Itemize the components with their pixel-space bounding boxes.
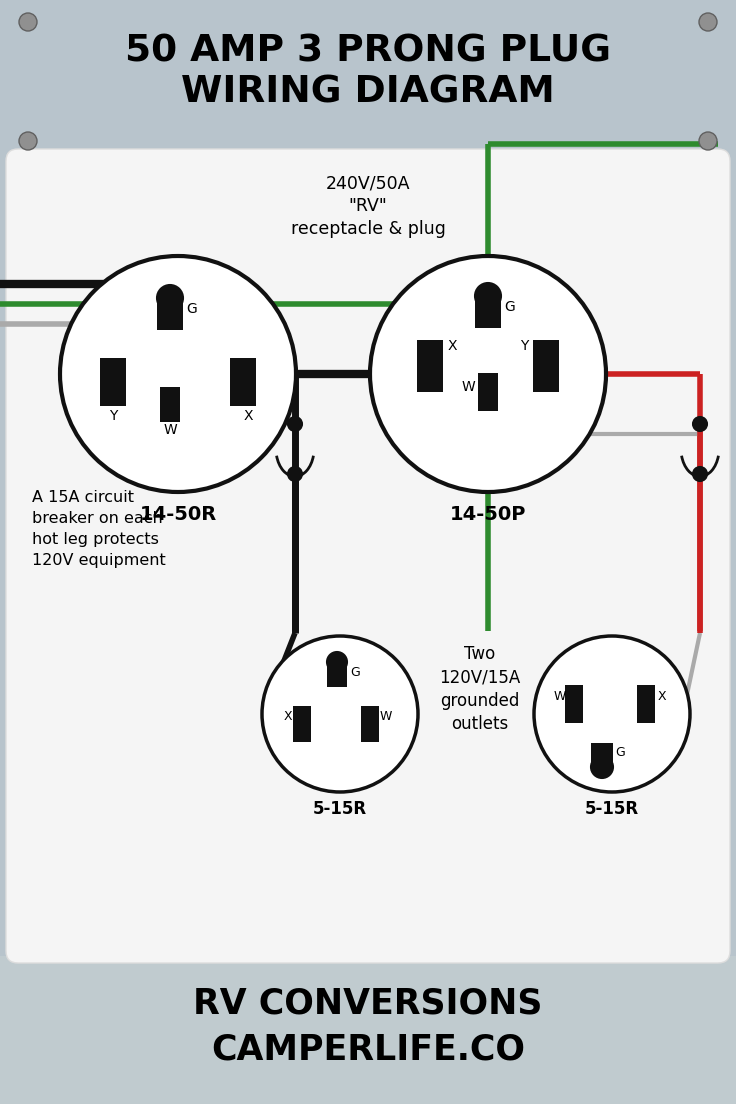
Text: X: X bbox=[283, 710, 292, 722]
Text: 14-50R: 14-50R bbox=[139, 505, 216, 523]
Bar bbox=[0, 956, 736, 1104]
Text: CAMPERLIFE.CO: CAMPERLIFE.CO bbox=[211, 1032, 525, 1066]
Text: W: W bbox=[553, 690, 566, 702]
FancyBboxPatch shape bbox=[6, 149, 730, 963]
Circle shape bbox=[327, 652, 347, 672]
Text: X: X bbox=[658, 690, 666, 702]
Text: W: W bbox=[380, 710, 392, 722]
Circle shape bbox=[699, 13, 717, 31]
Circle shape bbox=[157, 285, 183, 311]
Bar bbox=[637, 684, 655, 723]
Circle shape bbox=[693, 467, 707, 481]
Circle shape bbox=[19, 13, 37, 31]
Bar bbox=[361, 705, 379, 742]
Circle shape bbox=[699, 132, 717, 150]
Circle shape bbox=[591, 756, 613, 778]
Bar bbox=[417, 340, 443, 392]
Text: 50 AMP 3 PRONG PLUG
WIRING DIAGRAM: 50 AMP 3 PRONG PLUG WIRING DIAGRAM bbox=[125, 34, 611, 110]
Text: G: G bbox=[615, 746, 625, 760]
Text: G: G bbox=[505, 300, 515, 314]
Bar bbox=[293, 705, 311, 742]
Bar bbox=[157, 298, 183, 330]
Text: W: W bbox=[461, 380, 475, 394]
Circle shape bbox=[60, 256, 296, 492]
Bar bbox=[591, 743, 613, 769]
Text: Y: Y bbox=[520, 339, 528, 353]
Circle shape bbox=[475, 283, 501, 309]
Bar bbox=[565, 684, 583, 723]
Circle shape bbox=[288, 417, 302, 431]
Text: Y: Y bbox=[109, 408, 117, 423]
Circle shape bbox=[288, 467, 302, 481]
Bar bbox=[0, 0, 736, 149]
Text: G: G bbox=[350, 666, 360, 679]
Text: 14-50P: 14-50P bbox=[450, 505, 526, 523]
Bar bbox=[533, 340, 559, 392]
Text: RV CONVERSIONS: RV CONVERSIONS bbox=[194, 987, 542, 1021]
Text: Two
120V/15A
grounded
outlets: Two 120V/15A grounded outlets bbox=[439, 645, 520, 733]
Bar bbox=[230, 358, 256, 406]
Text: 240V/50A
"RV"
receptacle & plug: 240V/50A "RV" receptacle & plug bbox=[291, 174, 445, 237]
Circle shape bbox=[262, 636, 418, 792]
Text: X: X bbox=[244, 408, 252, 423]
Circle shape bbox=[370, 256, 606, 492]
Text: X: X bbox=[447, 339, 457, 353]
Text: A 15A circuit
breaker on each
hot leg protects
120V equipment: A 15A circuit breaker on each hot leg pr… bbox=[32, 490, 166, 567]
Circle shape bbox=[693, 417, 707, 431]
Bar bbox=[160, 386, 180, 422]
Text: 5-15R: 5-15R bbox=[585, 800, 639, 818]
Text: W: W bbox=[163, 423, 177, 437]
Circle shape bbox=[534, 636, 690, 792]
Bar bbox=[100, 358, 126, 406]
Circle shape bbox=[19, 132, 37, 150]
Bar bbox=[327, 661, 347, 687]
Text: 5-15R: 5-15R bbox=[313, 800, 367, 818]
Bar bbox=[475, 296, 501, 328]
Text: G: G bbox=[187, 302, 197, 316]
Bar bbox=[478, 373, 498, 411]
